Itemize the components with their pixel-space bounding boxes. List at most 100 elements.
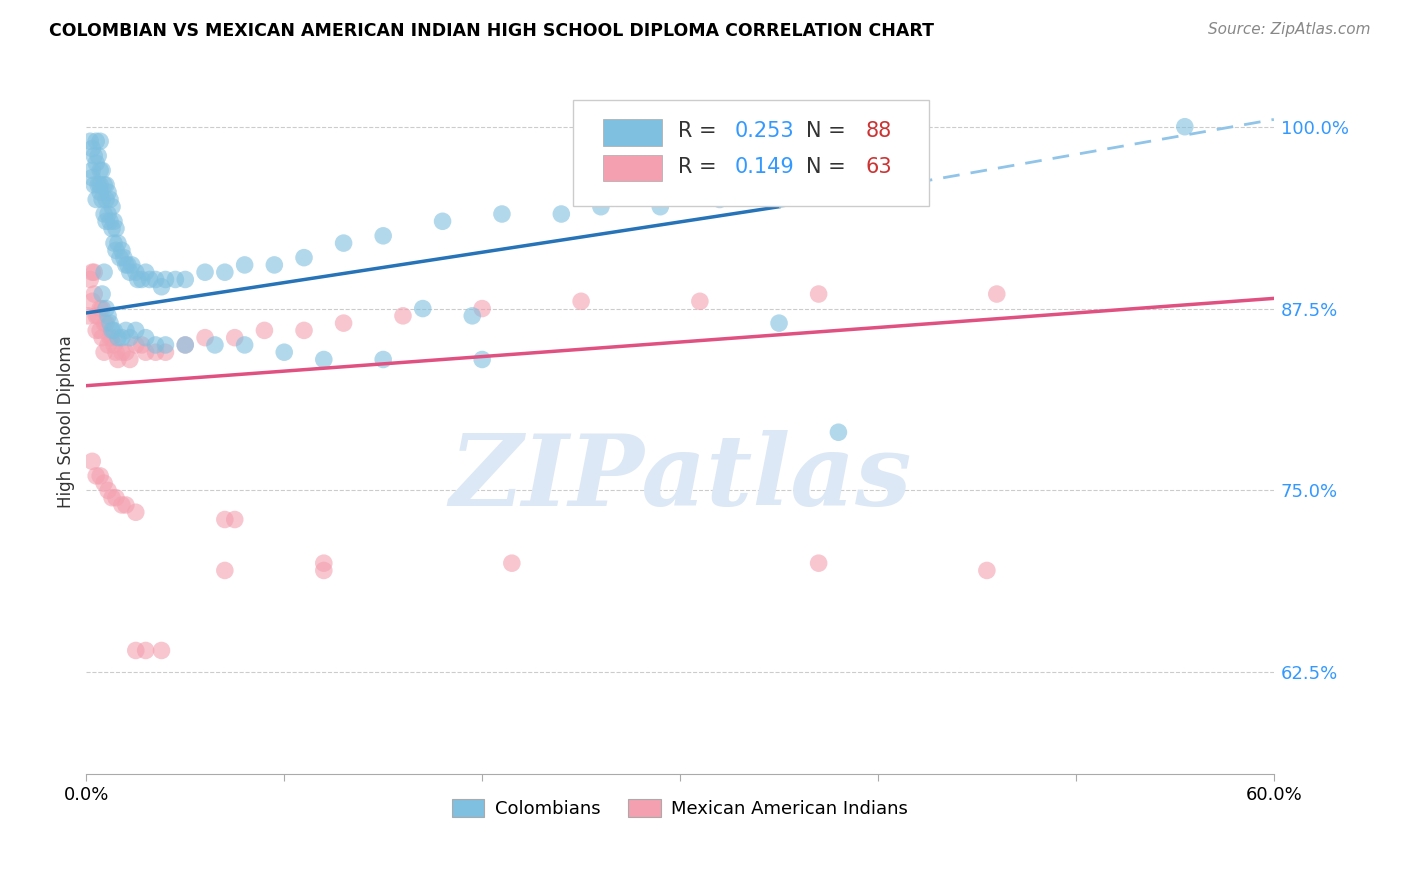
Point [115,498,138,512]
Point [174,338,197,352]
Point [111,345,134,359]
Point [103,338,125,352]
Point [103,323,125,337]
Point [312,564,335,578]
Point [104,244,127,258]
Text: R =: R = [678,157,723,177]
Point [93,265,115,279]
Point [84,156,107,170]
Point [82,142,104,156]
Point [253,323,276,337]
Point [174,272,197,286]
Point [501,556,523,570]
Point [125,323,148,337]
Point [117,258,139,272]
Point [104,345,127,359]
Point [101,221,124,235]
Point [1174,120,1197,134]
Point [412,301,434,316]
Point [127,272,149,286]
Point [94,214,117,228]
Point [145,345,167,359]
Text: ZIPatlas: ZIPatlas [449,430,911,526]
Point [91,301,114,316]
Point [986,287,1008,301]
Point [101,491,124,505]
Point [233,258,256,272]
FancyBboxPatch shape [603,120,662,146]
Point [650,200,672,214]
Point [98,331,121,345]
Point [373,352,395,367]
Point [131,338,153,352]
Point [125,505,148,519]
Point [83,265,105,279]
Point [569,294,592,309]
Point [292,323,315,337]
Text: Source: ZipAtlas.com: Source: ZipAtlas.com [1208,22,1371,37]
Point [332,236,354,251]
Text: 88: 88 [865,121,891,141]
Point [98,214,121,228]
Point [108,251,131,265]
Point [91,331,114,345]
Point [709,193,731,207]
Point [83,178,105,192]
Point [214,512,236,526]
Point [194,265,217,279]
Text: 0.253: 0.253 [735,121,794,141]
Point [97,185,120,199]
Point [97,338,120,352]
Point [155,338,177,352]
Point [107,331,129,345]
Point [82,163,104,178]
Point [491,207,513,221]
Point [118,331,141,345]
Point [204,338,226,352]
Point [89,185,111,199]
Point [97,207,120,221]
Point [89,301,111,316]
Point [224,331,246,345]
Point [94,178,117,192]
Point [94,316,117,330]
Point [89,468,111,483]
Point [807,287,830,301]
Point [150,279,173,293]
Point [118,352,141,367]
Point [332,316,354,330]
Point [135,331,157,345]
Point [214,265,236,279]
Point [84,468,107,483]
Point [79,134,101,148]
Point [101,200,124,214]
Point [115,345,138,359]
Y-axis label: High School Diploma: High School Diploma [58,335,75,508]
Point [87,149,110,163]
Point [125,338,148,352]
Point [807,556,830,570]
Point [768,316,790,330]
Point [111,244,134,258]
Text: 0.149: 0.149 [735,157,794,177]
Point [827,425,849,440]
Point [125,265,148,279]
Point [91,163,114,178]
Point [214,564,236,578]
Point [84,309,107,323]
Legend: Colombians, Mexican American Indians: Colombians, Mexican American Indians [444,791,915,825]
Point [155,345,177,359]
Point [145,272,167,286]
Point [93,316,115,330]
Point [689,294,711,309]
Text: N =: N = [806,121,852,141]
Point [84,323,107,337]
Point [135,643,157,657]
FancyBboxPatch shape [603,154,662,181]
Point [103,214,125,228]
Point [121,258,143,272]
Point [273,345,295,359]
Point [98,193,121,207]
Point [115,323,138,337]
Point [174,338,197,352]
